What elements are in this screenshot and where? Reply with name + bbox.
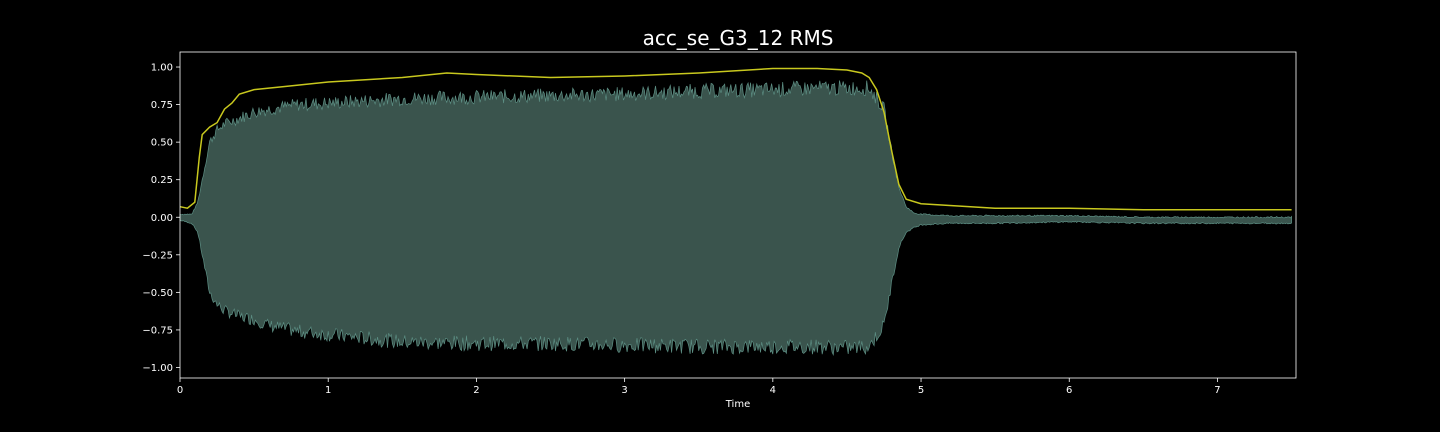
x-tick-label: 0	[177, 385, 183, 396]
y-tick-label: −0.25	[142, 250, 173, 261]
y-tick-label: 0.75	[151, 100, 173, 111]
y-tick-label: −1.00	[142, 363, 173, 374]
x-tick-label: 5	[918, 385, 924, 396]
y-tick-label: 0.25	[151, 175, 173, 186]
y-tick-label: −0.75	[142, 325, 173, 336]
axes-frame	[179, 51, 1297, 379]
x-tick-label: 3	[621, 385, 627, 396]
waveform-envelope	[179, 80, 1292, 357]
x-axis-label: Time	[725, 399, 750, 410]
y-axis: 1.00 0.75 0.50 0.25 0.00 −0.25 −0.50 −0.75 −1.00	[142, 63, 180, 374]
series-layer	[179, 67, 1292, 357]
y-tick-label: 1.00	[151, 63, 173, 74]
x-tick-label: 2	[473, 385, 479, 396]
x-axis: 0 1 2 3 4 5 6 7	[177, 378, 1221, 396]
x-tick-label: 6	[1066, 385, 1072, 396]
y-tick-label: 0.50	[151, 138, 173, 149]
x-tick-label: 7	[1214, 385, 1220, 396]
x-tick-label: 4	[770, 385, 776, 396]
rms-line	[179, 67, 1292, 211]
x-tick-label: 1	[325, 385, 331, 396]
chart-title: acc_se_G3_12 RMS	[642, 26, 834, 50]
y-tick-label: 0.00	[151, 213, 173, 224]
y-tick-label: −0.50	[142, 288, 173, 299]
